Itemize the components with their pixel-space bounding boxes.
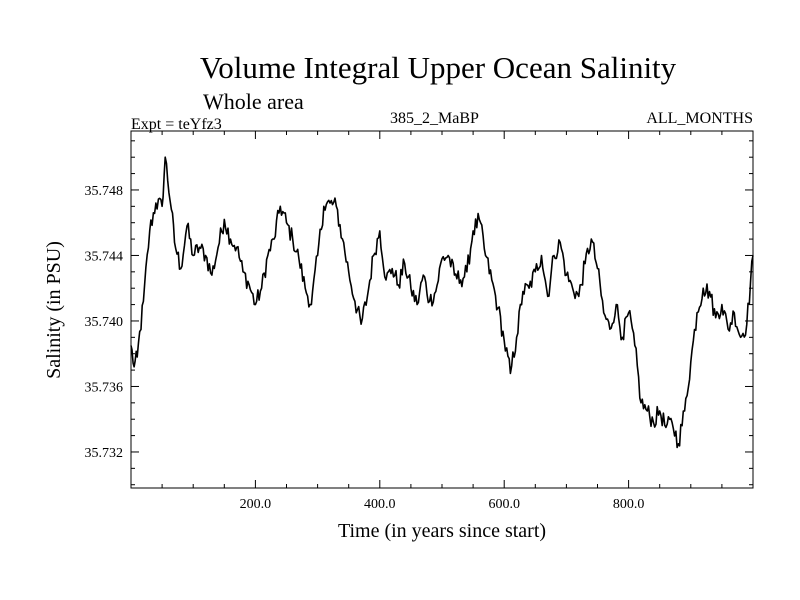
months-label: ALL_MONTHS: [646, 110, 753, 127]
x-axis-label: Time (in years since start): [338, 520, 546, 542]
plot-frame: [130, 130, 754, 489]
y-tick-label: 35.732: [85, 446, 124, 461]
x-tick-label: 400.0: [364, 497, 396, 512]
x-tick-label: 600.0: [488, 497, 520, 512]
x-tick-label: 800.0: [613, 497, 645, 512]
y-tick-label: 35.736: [85, 380, 124, 395]
run-label: 385_2_MaBP: [390, 110, 479, 127]
y-tick-label: 35.748: [85, 184, 124, 199]
y-tick-label: 35.740: [85, 315, 124, 330]
axis-ticks: [131, 131, 753, 488]
experiment-label: Expt = teYfz3: [131, 116, 222, 133]
y-axis-label: Salinity (in PSU): [43, 241, 65, 379]
chart-subtitle: Whole area: [203, 89, 304, 114]
x-tick-label: 200.0: [240, 497, 272, 512]
axis-tick-labels: 200.0 400.0 600.0 800.0 35.732 35.736 35.740 35…: [85, 184, 645, 512]
chart-title: Volume Integral Upper Ocean Salinity: [199, 50, 677, 85]
salinity-series-line: [130, 156, 754, 449]
y-tick-label: 35.744: [85, 249, 124, 264]
